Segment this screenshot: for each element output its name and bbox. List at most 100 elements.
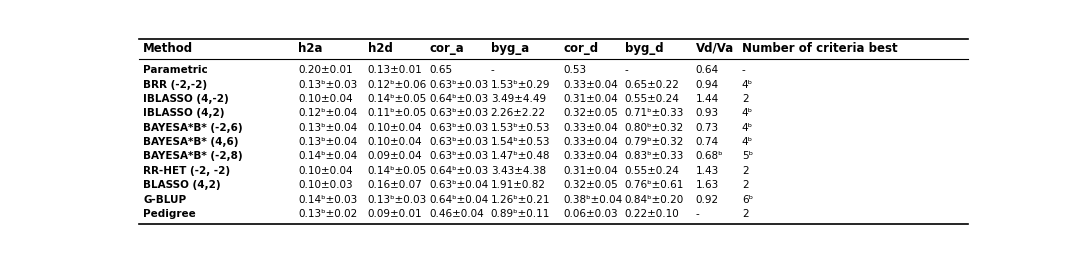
Text: 0.32±0.05: 0.32±0.05 bbox=[564, 108, 618, 118]
Text: 2: 2 bbox=[742, 166, 748, 176]
Text: 0.16±0.07: 0.16±0.07 bbox=[367, 180, 422, 190]
Text: 0.13ᵇ±0.03: 0.13ᵇ±0.03 bbox=[298, 80, 357, 90]
Text: 0.73: 0.73 bbox=[696, 123, 719, 133]
Text: 0.14ᵇ±0.03: 0.14ᵇ±0.03 bbox=[298, 195, 357, 205]
Text: 0.83ᵇ±0.33: 0.83ᵇ±0.33 bbox=[624, 152, 684, 162]
Text: 1.26ᵇ±0.21: 1.26ᵇ±0.21 bbox=[490, 195, 550, 205]
Text: 0.64: 0.64 bbox=[696, 65, 719, 75]
Text: cor_a: cor_a bbox=[430, 42, 464, 55]
Text: 0.63ᵇ±0.03: 0.63ᵇ±0.03 bbox=[430, 152, 489, 162]
Text: 0.63ᵇ±0.04: 0.63ᵇ±0.04 bbox=[430, 180, 489, 190]
Text: h2d: h2d bbox=[367, 42, 392, 55]
Text: 0.33±0.04: 0.33±0.04 bbox=[564, 137, 618, 147]
Text: 1.63: 1.63 bbox=[696, 180, 719, 190]
Text: 0.14ᵇ±0.04: 0.14ᵇ±0.04 bbox=[298, 152, 357, 162]
Text: 3.43±4.38: 3.43±4.38 bbox=[490, 166, 545, 176]
Text: 0.20±0.01: 0.20±0.01 bbox=[298, 65, 353, 75]
Text: 0.10±0.04: 0.10±0.04 bbox=[367, 137, 422, 147]
Text: 0.63ᵇ±0.03: 0.63ᵇ±0.03 bbox=[430, 123, 489, 133]
Text: BAYESA*B* (-2,8): BAYESA*B* (-2,8) bbox=[144, 152, 243, 162]
Text: 1.53ᵇ±0.29: 1.53ᵇ±0.29 bbox=[490, 80, 550, 90]
Text: 0.55±0.24: 0.55±0.24 bbox=[624, 166, 679, 176]
Text: 1.53ᵇ±0.53: 1.53ᵇ±0.53 bbox=[490, 123, 550, 133]
Text: 0.71ᵇ±0.33: 0.71ᵇ±0.33 bbox=[624, 108, 684, 118]
Text: 0.38ᵇ±0.04: 0.38ᵇ±0.04 bbox=[564, 195, 623, 205]
Text: 0.14ᵇ±0.05: 0.14ᵇ±0.05 bbox=[367, 94, 427, 104]
Text: 0.10±0.03: 0.10±0.03 bbox=[298, 180, 353, 190]
Text: 0.09±0.01: 0.09±0.01 bbox=[367, 209, 422, 219]
Text: Method: Method bbox=[144, 42, 193, 55]
Text: 0.31±0.04: 0.31±0.04 bbox=[564, 166, 618, 176]
Text: 4ᵇ: 4ᵇ bbox=[742, 108, 753, 118]
Text: 0.33±0.04: 0.33±0.04 bbox=[564, 152, 618, 162]
Text: 0.32±0.05: 0.32±0.05 bbox=[564, 180, 618, 190]
Text: 1.47ᵇ±0.48: 1.47ᵇ±0.48 bbox=[490, 152, 550, 162]
Text: BAYESA*B* (-2,6): BAYESA*B* (-2,6) bbox=[144, 123, 243, 133]
Text: 0.63ᵇ±0.03: 0.63ᵇ±0.03 bbox=[430, 80, 489, 90]
Text: 3.49±4.49: 3.49±4.49 bbox=[490, 94, 545, 104]
Text: 0.80ᵇ±0.32: 0.80ᵇ±0.32 bbox=[624, 123, 684, 133]
Text: cor_d: cor_d bbox=[564, 42, 598, 55]
Text: 2: 2 bbox=[742, 94, 748, 104]
Text: -: - bbox=[742, 65, 745, 75]
Text: 5ᵇ: 5ᵇ bbox=[742, 152, 753, 162]
Text: 0.06±0.03: 0.06±0.03 bbox=[564, 209, 618, 219]
Text: 1.44: 1.44 bbox=[696, 94, 719, 104]
Text: 0.79ᵇ±0.32: 0.79ᵇ±0.32 bbox=[624, 137, 684, 147]
Text: 1.91±0.82: 1.91±0.82 bbox=[490, 180, 545, 190]
Text: 0.12ᵇ±0.06: 0.12ᵇ±0.06 bbox=[367, 80, 427, 90]
Text: -: - bbox=[624, 65, 629, 75]
Text: Vd/Va: Vd/Va bbox=[696, 42, 734, 55]
Text: -: - bbox=[696, 209, 700, 219]
Text: 0.14ᵇ±0.05: 0.14ᵇ±0.05 bbox=[367, 166, 427, 176]
Text: 0.13±0.01: 0.13±0.01 bbox=[367, 65, 422, 75]
Text: byg_a: byg_a bbox=[490, 42, 529, 55]
Text: 0.12ᵇ±0.04: 0.12ᵇ±0.04 bbox=[298, 108, 357, 118]
Text: 0.64ᵇ±0.04: 0.64ᵇ±0.04 bbox=[430, 195, 489, 205]
Text: 0.33±0.04: 0.33±0.04 bbox=[564, 80, 618, 90]
Text: 0.63ᵇ±0.03: 0.63ᵇ±0.03 bbox=[430, 137, 489, 147]
Text: IBLASSO (4,2): IBLASSO (4,2) bbox=[144, 108, 225, 118]
Text: 0.13ᵇ±0.02: 0.13ᵇ±0.02 bbox=[298, 209, 357, 219]
Text: 0.09±0.04: 0.09±0.04 bbox=[367, 152, 422, 162]
Text: 0.13ᵇ±0.04: 0.13ᵇ±0.04 bbox=[298, 123, 357, 133]
Text: 2: 2 bbox=[742, 209, 748, 219]
Text: 0.84ᵇ±0.20: 0.84ᵇ±0.20 bbox=[624, 195, 684, 205]
Text: 0.64ᵇ±0.03: 0.64ᵇ±0.03 bbox=[430, 166, 489, 176]
Text: Parametric: Parametric bbox=[144, 65, 208, 75]
Text: Pedigree: Pedigree bbox=[144, 209, 197, 219]
Text: 0.64ᵇ±0.03: 0.64ᵇ±0.03 bbox=[430, 94, 489, 104]
Text: 2.26±2.22: 2.26±2.22 bbox=[490, 108, 545, 118]
Text: 0.55±0.24: 0.55±0.24 bbox=[624, 94, 679, 104]
Text: 0.11ᵇ±0.05: 0.11ᵇ±0.05 bbox=[367, 108, 427, 118]
Text: 0.74: 0.74 bbox=[696, 137, 719, 147]
Text: 2: 2 bbox=[742, 180, 748, 190]
Text: -: - bbox=[490, 65, 495, 75]
Text: BLASSO (4,2): BLASSO (4,2) bbox=[144, 180, 221, 190]
Text: byg_d: byg_d bbox=[624, 42, 663, 55]
Text: 0.94: 0.94 bbox=[696, 80, 719, 90]
Text: IBLASSO (4,-2): IBLASSO (4,-2) bbox=[144, 94, 229, 104]
Text: BAYESA*B* (4,6): BAYESA*B* (4,6) bbox=[144, 137, 239, 147]
Text: 0.68ᵇ: 0.68ᵇ bbox=[696, 152, 724, 162]
Text: 4ᵇ: 4ᵇ bbox=[742, 80, 753, 90]
Text: 0.31±0.04: 0.31±0.04 bbox=[564, 94, 618, 104]
Text: 0.10±0.04: 0.10±0.04 bbox=[298, 166, 353, 176]
Text: 0.63ᵇ±0.03: 0.63ᵇ±0.03 bbox=[430, 108, 489, 118]
Text: 0.65±0.22: 0.65±0.22 bbox=[624, 80, 679, 90]
Text: 0.53: 0.53 bbox=[564, 65, 586, 75]
Text: 1.54ᵇ±0.53: 1.54ᵇ±0.53 bbox=[490, 137, 550, 147]
Text: 0.89ᵇ±0.11: 0.89ᵇ±0.11 bbox=[490, 209, 550, 219]
Text: RR-HET (-2, -2): RR-HET (-2, -2) bbox=[144, 166, 230, 176]
Text: 0.46±0.04: 0.46±0.04 bbox=[430, 209, 484, 219]
Text: 4ᵇ: 4ᵇ bbox=[742, 137, 753, 147]
Text: 0.93: 0.93 bbox=[696, 108, 719, 118]
Text: 0.13ᵇ±0.04: 0.13ᵇ±0.04 bbox=[298, 137, 357, 147]
Text: 0.33±0.04: 0.33±0.04 bbox=[564, 123, 618, 133]
Text: 0.65: 0.65 bbox=[430, 65, 453, 75]
Text: 0.22±0.10: 0.22±0.10 bbox=[624, 209, 679, 219]
Text: BRR (-2,-2): BRR (-2,-2) bbox=[144, 80, 207, 90]
Text: G-BLUP: G-BLUP bbox=[144, 195, 187, 205]
Text: h2a: h2a bbox=[298, 42, 323, 55]
Text: 0.10±0.04: 0.10±0.04 bbox=[298, 94, 353, 104]
